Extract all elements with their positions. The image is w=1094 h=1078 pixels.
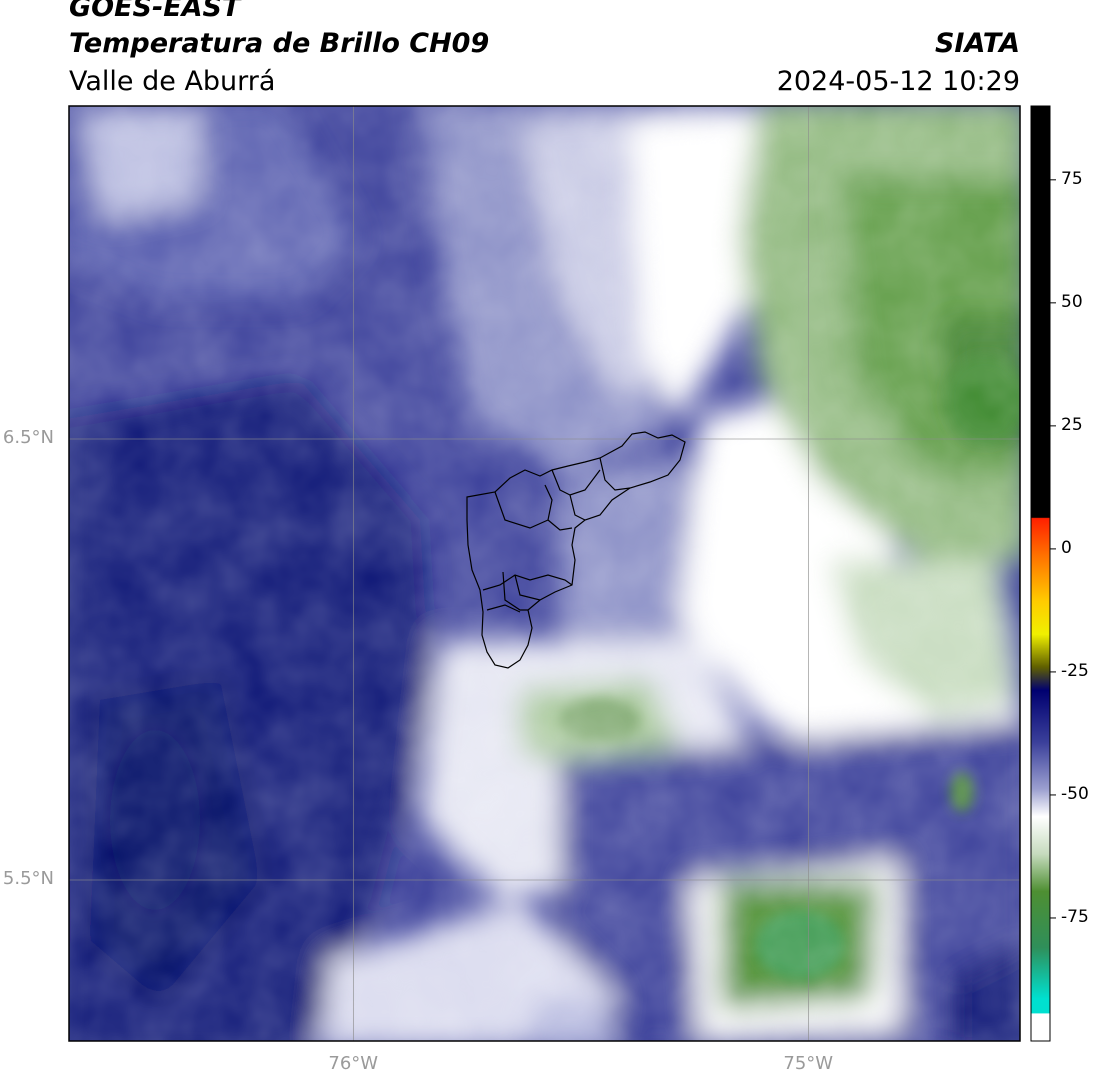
colorbar-tick-label: -50: [1061, 783, 1089, 804]
lat-tick-label: 5.5°N: [2, 868, 54, 890]
colorbar: [1030, 105, 1056, 1042]
lon-tick-label: 75°W: [783, 1053, 834, 1074]
map-frame: [68, 105, 1021, 1042]
satellite-title: GOES-EAST: [69, 0, 241, 23]
colorbar-tick-label: 0: [1061, 537, 1072, 558]
colorbar-tick-label: -75: [1061, 906, 1089, 927]
valle-de-aburra-boundary: [466, 431, 686, 669]
colorbar-ticks: [1050, 179, 1056, 919]
timestamp-label: 2024-05-12 10:29: [776, 66, 1020, 97]
region-subtitle: Valle de Aburrá: [69, 66, 276, 97]
lon-tick-label: 76°W: [328, 1053, 379, 1074]
colorbar-tick-label: 50: [1061, 291, 1083, 312]
product-title: Temperatura de Brillo CH09: [69, 28, 490, 59]
colorbar-tick-label: 25: [1061, 414, 1083, 435]
colorbar-gradient: [1030, 105, 1051, 1042]
organization-label: SIATA: [934, 28, 1020, 59]
colorbar-tick-label: -25: [1061, 660, 1089, 681]
gridlines: [69, 106, 1020, 1041]
brightness-temperature-field: [69, 106, 1020, 1041]
colorbar-tick-label: 75: [1061, 168, 1083, 189]
lat-tick-label: 6.5°N: [2, 426, 54, 448]
